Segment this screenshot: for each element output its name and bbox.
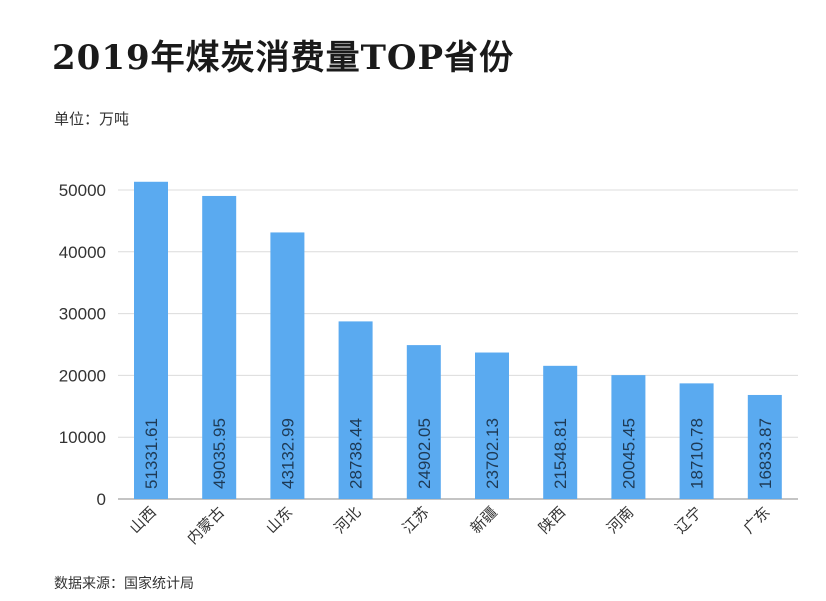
x-tick-label: 山西 (126, 503, 160, 537)
data-source: 数据来源：国家统计局 (54, 576, 194, 592)
bars (134, 181, 782, 500)
data-label: 51331.61 (142, 418, 161, 489)
x-tick-label: 江苏 (399, 503, 433, 537)
bar (134, 181, 168, 500)
bar (543, 365, 578, 499)
data-label: 49035.95 (210, 418, 229, 489)
bar (679, 383, 714, 499)
y-tick-label: 0 (97, 490, 106, 509)
y-axis-ticks: 0 10000 20000 30000 40000 50000 (59, 181, 106, 509)
unit-label: 单位：万吨 (54, 110, 130, 128)
bar (747, 394, 782, 499)
bar (202, 195, 237, 499)
data-label: 24902.05 (415, 418, 434, 489)
data-label: 43132.99 (278, 418, 297, 489)
x-tick-label: 广东 (740, 503, 774, 537)
data-label: 28738.44 (347, 418, 366, 489)
x-tick-label: 新疆 (467, 503, 501, 537)
x-tick-label: 内蒙古 (183, 503, 228, 548)
data-labels: 51331.61 49035.95 43132.99 28738.44 24902.05… (142, 418, 775, 489)
x-tick-label: 辽宁 (671, 503, 705, 537)
y-tick-label: 30000 (59, 305, 106, 324)
y-tick-label: 50000 (59, 181, 106, 200)
bar (406, 345, 441, 499)
y-tick-label: 40000 (59, 243, 106, 262)
x-tick-label: 山东 (262, 503, 296, 537)
data-label: 23702.13 (483, 418, 502, 489)
y-tick-label: 10000 (59, 428, 106, 447)
data-label: 20045.45 (619, 418, 638, 489)
data-label: 18710.78 (688, 418, 707, 489)
bar (611, 375, 646, 499)
bar (475, 352, 509, 499)
bar (270, 232, 305, 500)
y-tick-label: 20000 (59, 366, 106, 385)
chart-title: 2019年煤炭消费量TOP省份 (52, 38, 515, 78)
x-tick-label: 陕西 (535, 503, 569, 537)
bar (338, 321, 373, 499)
x-axis-ticks: 山西 内蒙古 山东 河北 江苏 新疆 陕西 河南 辽宁 广东 (126, 503, 774, 548)
data-label: 21548.81 (551, 418, 570, 489)
data-label: 16833.87 (756, 418, 775, 489)
x-tick-label: 河北 (330, 503, 364, 537)
x-tick-label: 河南 (603, 503, 637, 537)
